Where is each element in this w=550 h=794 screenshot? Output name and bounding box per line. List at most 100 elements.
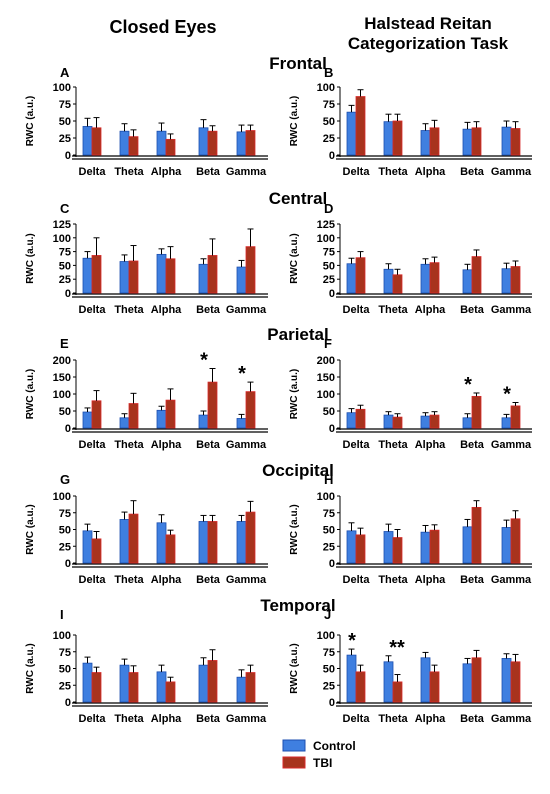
bar-tbi-beta [207,381,218,429]
bar-tbi-beta [471,657,482,703]
bar-control-gamma [236,131,247,156]
bar-tbi-theta [392,681,403,703]
bar-control-delta [82,662,93,703]
bar-tbi-alpha [429,262,440,294]
bar-tbi-alpha [429,671,440,703]
x-category-label-delta: Delta [79,574,107,586]
x-category-label-theta: Theta [114,304,144,316]
bar-tbi-gamma [245,672,256,703]
x-category-label-theta: Theta [114,713,144,725]
bar-control-beta [198,414,209,429]
y-axis-label: RWC (a.u.) [25,643,36,693]
bar-control-gamma [236,521,247,564]
bar-tbi-alpha [165,534,176,564]
significance-marker: * [348,630,356,652]
legend-tbi-label: TBI [313,756,332,770]
bar-control-gamma [236,266,247,294]
y-tick-label: 150 [53,372,71,384]
x-category-label-beta: Beta [196,166,221,178]
y-axis-label: RWC (a.u.) [289,369,300,419]
x-category-label-beta: Beta [196,574,221,586]
x-category-label-delta: Delta [79,713,107,725]
x-category-label-gamma: Gamma [226,574,267,586]
bar-tbi-beta [471,395,482,429]
panel-g: G RWC (a.u.) 0 25 50 75 100 Delta Theta Alpha Beta… [25,472,268,586]
bar-tbi-gamma [245,246,256,294]
panel-label-h: H [324,472,333,487]
panel-label-c: C [60,201,70,216]
bar-control-delta [346,111,357,156]
y-tick-label: 100 [317,233,335,245]
x-category-label-alpha: Alpha [151,166,182,178]
bar-control-gamma [501,126,512,156]
y-tick-label: 150 [317,372,335,384]
bar-tbi-gamma [510,128,521,156]
bar-tbi-beta [471,127,482,156]
bar-control-theta [383,531,394,564]
bar-tbi-gamma [245,391,256,429]
y-tick-label: 100 [317,389,335,401]
bar-control-theta [119,664,130,703]
bar-control-alpha [420,415,431,429]
bar-control-alpha [156,409,167,429]
bar-tbi-delta [91,400,102,429]
x-category-label-alpha: Alpha [151,439,182,451]
x-category-label-beta: Beta [460,166,485,178]
y-tick-label: 100 [317,630,335,642]
panel-label-g: G [60,472,70,487]
bar-tbi-alpha [165,399,176,429]
bar-control-theta [119,130,130,156]
y-tick-label: 0 [329,150,335,162]
y-tick-label: 25 [323,680,335,692]
bar-tbi-alpha [165,681,176,703]
y-tick-label: 50 [59,525,71,537]
bar-tbi-delta [91,127,102,156]
y-tick-label: 50 [59,664,71,676]
panel-a: A RWC (a.u.) 0 25 50 75 100 Delta Theta Alpha Beta… [25,65,268,178]
y-tick-label: 50 [323,664,335,676]
y-axis-label: RWC (a.u.) [25,96,36,146]
y-tick-label: 125 [53,219,71,231]
y-tick-label: 25 [323,274,335,286]
x-category-label-gamma: Gamma [491,574,532,586]
y-tick-label: 0 [65,558,71,570]
right-column-title-line2: Categorization Task [348,34,509,53]
x-category-label-delta: Delta [343,439,371,451]
bar-control-theta [119,261,130,294]
y-tick-label: 100 [317,491,335,503]
y-tick-label: 100 [53,630,71,642]
y-tick-label: 0 [65,697,71,709]
x-category-label-alpha: Alpha [415,166,446,178]
bar-tbi-gamma [245,130,256,156]
panel-label-i: I [60,607,64,622]
bar-tbi-theta [128,403,139,429]
legend-control-swatch [282,739,306,752]
y-tick-label: 25 [323,133,335,145]
bar-control-delta [82,126,93,156]
x-category-label-gamma: Gamma [491,166,532,178]
panel-b: B RWC (a.u.) 0 25 50 75 100 Delta Theta Alpha Beta… [289,65,532,178]
y-tick-label: 50 [323,406,335,418]
bar-tbi-delta [91,538,102,564]
bar-tbi-beta [471,506,482,564]
y-axis-label: RWC (a.u.) [289,96,300,146]
x-category-label-gamma: Gamma [226,439,267,451]
x-category-label-gamma: Gamma [226,166,267,178]
panel-label-e: E [60,336,69,351]
bar-tbi-gamma [510,266,521,294]
bar-control-gamma [236,676,247,703]
region-title-frontal: Frontal [269,54,327,73]
bar-tbi-theta [392,120,403,156]
y-tick-label: 0 [329,423,335,435]
bar-control-theta [119,417,130,429]
y-tick-label: 25 [59,274,71,286]
x-category-label-alpha: Alpha [151,304,182,316]
bar-control-alpha [420,657,431,703]
x-category-label-alpha: Alpha [415,713,446,725]
x-category-label-theta: Theta [378,304,408,316]
bar-control-beta [462,663,473,703]
x-category-label-theta: Theta [378,713,408,725]
y-axis-label: RWC (a.u.) [25,369,36,419]
bar-tbi-delta [355,408,366,429]
x-category-label-beta: Beta [196,304,221,316]
